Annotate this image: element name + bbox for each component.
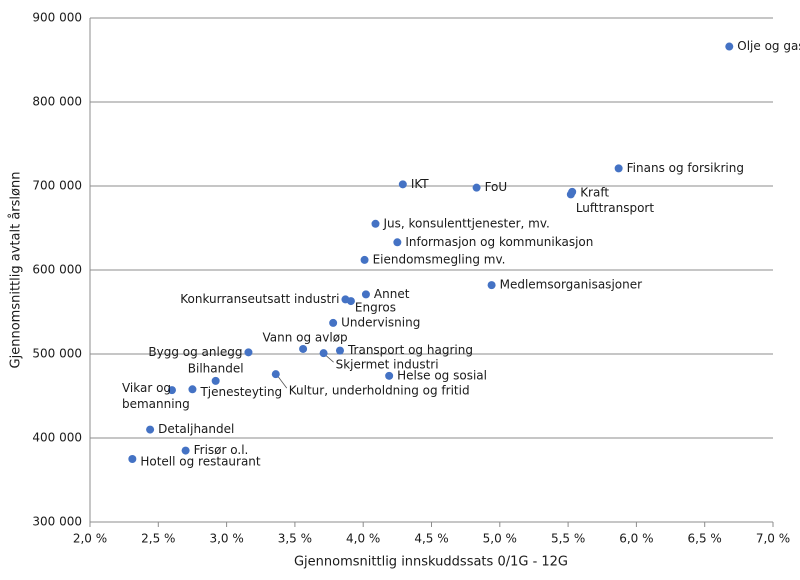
point-label: Lufttransport (576, 201, 655, 215)
x-tick-label: 5,0 % (483, 532, 517, 546)
point-label: Skjermet industri (336, 358, 439, 372)
x-tick-label: 4,0 % (346, 532, 380, 546)
y-tick-label: 800 000 (32, 95, 82, 109)
point (487, 281, 496, 290)
y-tick-label: 300 000 (32, 515, 82, 529)
point (398, 180, 407, 189)
x-tick-label: 7,0 % (756, 532, 790, 546)
point (371, 219, 380, 228)
point-label: Kultur, underholdning og fritid (289, 384, 470, 398)
point-label: Helse og sosial (397, 368, 487, 382)
x-tick-label: 2,0 % (73, 532, 107, 546)
point (319, 349, 328, 358)
point-label: Bilhandel (188, 361, 244, 375)
point (181, 446, 190, 455)
point (346, 297, 355, 306)
point (299, 344, 308, 353)
point-label: Informasjon og kommunikasjon (405, 235, 593, 249)
x-tick-label: 6,0 % (619, 532, 653, 546)
point (211, 376, 220, 385)
point-label: Transport og hagring (347, 343, 473, 357)
point (188, 385, 197, 394)
point-label: Finans og forsikring (627, 161, 744, 175)
x-tick-label: 6,5 % (688, 532, 722, 546)
point (146, 425, 155, 434)
point-label: Konkurranseutsatt industri (180, 292, 339, 306)
x-tick-label: 5,5 % (551, 532, 585, 546)
point (472, 183, 481, 192)
x-tick-label: 4,5 % (414, 532, 448, 546)
point-label: Tjenesteyting (199, 385, 282, 399)
point (725, 42, 734, 51)
point-label: Vikar og bemanning (122, 381, 190, 411)
point (335, 346, 344, 355)
y-tick-label: 600 000 (32, 263, 82, 277)
point (566, 190, 575, 199)
point-label: Olje og gass (737, 39, 800, 53)
point (329, 318, 338, 327)
point-label: Detaljhandel (158, 422, 234, 436)
point-label: IKT (411, 177, 429, 191)
x-axis-title: Gjennomsnittlig innskuddssats 0/1G - 12G (294, 555, 568, 570)
point-label: FoU (485, 180, 508, 194)
point-label: Jus, konsulenttjenester, mv. (382, 216, 549, 230)
point-label: Eiendomsmegling mv. (373, 252, 506, 266)
y-axis-title: Gjennomsnittlig avtalt årslønn (9, 172, 24, 369)
point-label: Undervisning (341, 315, 420, 329)
point-label: Medlemsorganisasjoner (500, 278, 643, 292)
point (128, 455, 137, 463)
point (614, 164, 623, 173)
point-label: Engros (355, 301, 396, 315)
point-label: Vann og avløp (263, 330, 348, 344)
point-label: Bygg og anlegg (148, 345, 242, 359)
point (360, 255, 369, 264)
x-tick-label: 3,5 % (278, 532, 312, 546)
point (385, 371, 394, 380)
x-tick-label: 2,5 % (141, 532, 175, 546)
point (271, 370, 280, 379)
x-tick-label: 3,0 % (209, 532, 243, 546)
leader-line (277, 375, 288, 389)
y-tick-label: 400 000 (32, 431, 82, 445)
point (244, 348, 253, 357)
point-label: Hotell og restaurant (140, 455, 261, 469)
point (361, 290, 370, 299)
leader-line (325, 354, 334, 363)
y-tick-label: 500 000 (32, 347, 82, 361)
point-label: Annet (374, 287, 410, 301)
point (393, 238, 402, 247)
point-label: Frisør o.l. (194, 443, 249, 457)
y-tick-label: 700 000 (32, 179, 82, 193)
point (167, 386, 176, 395)
y-tick-label: 900 000 (32, 11, 82, 25)
point-label: Kraft (580, 185, 609, 199)
